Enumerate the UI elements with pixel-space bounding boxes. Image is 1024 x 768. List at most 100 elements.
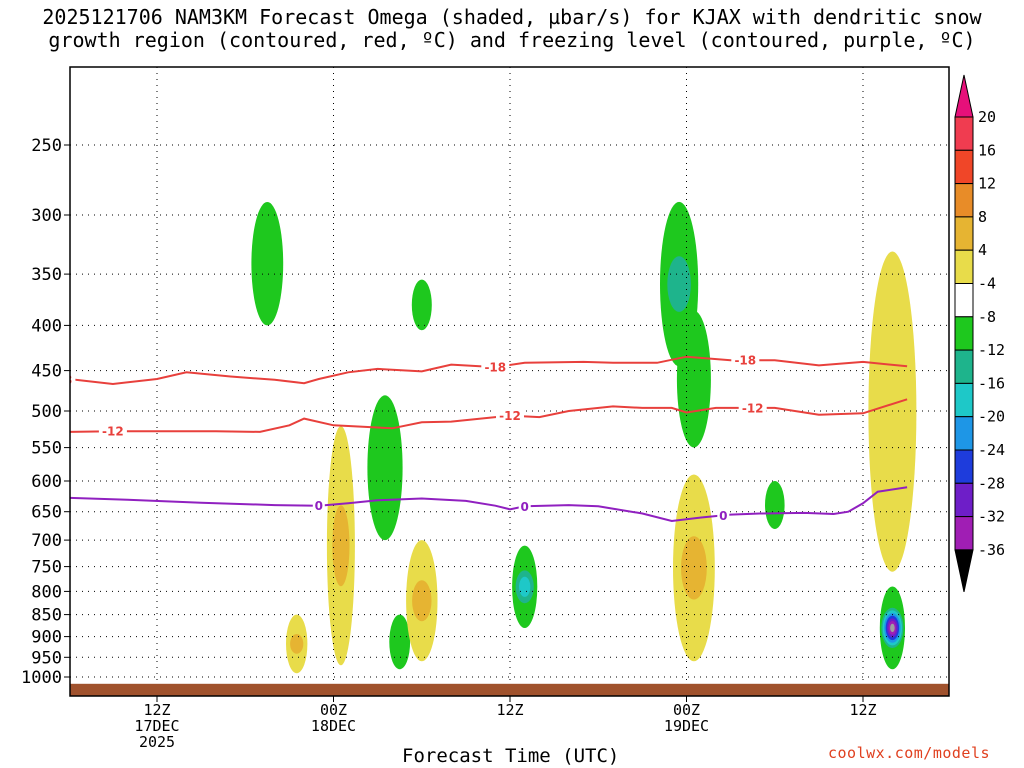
omega-shade-level xyxy=(676,310,711,448)
omega-feature xyxy=(251,202,284,326)
omega-shade-level xyxy=(389,614,411,670)
title-line-1: 2025121706 NAM3KM Forecast Omega (shaded… xyxy=(42,5,982,29)
time-tick-label: 18DEC xyxy=(311,717,356,735)
omega-feature xyxy=(326,426,355,666)
colorbar-tick-label: -24 xyxy=(978,441,1005,459)
contour-label-bg xyxy=(518,499,531,514)
pressure-tick-label: 400 xyxy=(31,316,62,336)
colorbar-tick-label: 16 xyxy=(978,141,996,159)
contour-line xyxy=(70,355,908,386)
contour-label-bg xyxy=(717,508,730,523)
terrain-layer xyxy=(70,683,949,696)
omega-feature xyxy=(367,395,403,541)
colorbar-tick-label: 12 xyxy=(978,175,996,193)
colorbar-box xyxy=(954,149,974,185)
pressure-tick-label: 650 xyxy=(31,503,62,523)
colorbar-tick-label: -32 xyxy=(978,508,1005,526)
time-tick-label: 17DEC xyxy=(134,717,179,735)
colorbar-box xyxy=(954,516,974,551)
time-tick-label: 12Z xyxy=(849,701,876,719)
omega-feature xyxy=(389,614,411,670)
colorbar-box xyxy=(954,249,974,284)
pressure-tick-label: 1000 xyxy=(21,668,62,688)
contour-label-bg xyxy=(496,408,524,423)
colorbar-tick-label: -12 xyxy=(978,341,1005,359)
time-tick-label: 00Z xyxy=(320,701,347,719)
colorbar-box xyxy=(954,283,974,318)
pressure-tick-label: 800 xyxy=(31,582,62,602)
colorbar-box xyxy=(954,216,974,251)
colorbar-top-arrow xyxy=(954,74,974,118)
contour-line xyxy=(70,486,908,523)
omega-shade-level xyxy=(367,395,403,541)
colorbar-box xyxy=(954,416,974,451)
time-tick-label: 12Z xyxy=(143,701,170,719)
pressure-tick-label: 950 xyxy=(31,648,62,668)
contour-label: -18 xyxy=(484,361,506,375)
omega-feature xyxy=(673,474,715,662)
pressure-tick-label: 350 xyxy=(31,265,62,285)
contour-label-bg xyxy=(312,498,325,513)
colorbar-box xyxy=(954,449,974,484)
colorbar-tick-label: -8 xyxy=(978,308,996,326)
chart-title: 2025121706 NAM3KM Forecast Omega (shaded… xyxy=(0,6,1024,52)
pressure-tick-label: 550 xyxy=(31,439,62,459)
time-tick-label: 00Z xyxy=(673,701,700,719)
colorbar-box xyxy=(954,116,974,151)
colorbar-box xyxy=(954,183,974,218)
pressure-tick-label: 750 xyxy=(31,558,62,578)
contour-label-bg xyxy=(738,400,767,415)
colorbar-tick-label: -20 xyxy=(978,408,1005,426)
colorbar-tick-label: -16 xyxy=(978,374,1005,392)
omega-shade-level xyxy=(332,505,350,587)
omega-shade-level xyxy=(519,576,531,597)
colorbar-bottom-arrow xyxy=(954,549,974,593)
colorbar-box xyxy=(954,349,974,384)
gridlines xyxy=(70,67,949,696)
omega-feature xyxy=(512,545,538,628)
omega-shade-level xyxy=(681,536,707,600)
colorbar-tick-label: -36 xyxy=(978,541,1005,559)
terrain-band xyxy=(70,683,949,696)
omega-shade-level xyxy=(868,251,917,572)
pressure-tick-label: 900 xyxy=(31,628,62,648)
contour-label-bg xyxy=(98,424,127,439)
omega-feature xyxy=(406,540,438,662)
omega-shade-level xyxy=(890,623,895,633)
contour-label: -18 xyxy=(734,354,756,368)
pressure-axis: 2503003504004505005506006507007508008509… xyxy=(21,136,70,688)
colorbar-tick-label: 8 xyxy=(978,208,987,226)
omega-shade-level xyxy=(251,202,284,326)
colorbar: 20 16 12 8 4 -4 -8 -12 -16 -20 -24 -28 -32 -36 xyxy=(954,74,1005,593)
pressure-tick-label: 700 xyxy=(31,531,62,551)
pressure-tick-label: 600 xyxy=(31,472,62,492)
contour-line xyxy=(70,398,908,433)
colorbar-box xyxy=(954,382,974,418)
contour-label-bg xyxy=(70,372,76,387)
colorbar-tick-label: -28 xyxy=(978,474,1005,492)
pressure-tick-label: 250 xyxy=(31,136,62,156)
pressure-tick-label: 300 xyxy=(31,206,62,226)
omega-feature xyxy=(765,481,785,529)
contour-label: 0 xyxy=(719,509,727,523)
contour-label: -12 xyxy=(499,409,521,423)
x-axis-label: Forecast Time (UTC) xyxy=(402,745,620,767)
time-tick-label: 19DEC xyxy=(664,717,709,735)
colorbar-tick-label: 4 xyxy=(978,241,987,259)
contour-label: -18 xyxy=(51,373,73,387)
omega-feature xyxy=(868,251,917,572)
contour-label: 0 xyxy=(521,500,529,514)
omega-feature xyxy=(676,310,711,448)
time-tick-label: 2025 xyxy=(139,733,175,751)
omega-shade-level xyxy=(667,256,691,312)
colorbar-tick-label: -4 xyxy=(978,275,996,293)
contour-label: -12 xyxy=(742,401,764,415)
pressure-tick-label: 850 xyxy=(31,606,62,626)
time-tick-label: 12Z xyxy=(496,701,523,719)
credit-text: coolwx.com/models xyxy=(828,744,991,762)
contour-label-bg xyxy=(731,353,760,368)
contour-label-bg xyxy=(481,360,510,375)
contour-label: -12 xyxy=(102,425,124,439)
contour-label: 0 xyxy=(315,499,323,513)
